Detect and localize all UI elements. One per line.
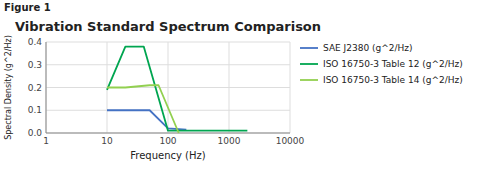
x-tick-label: 10000 [276, 136, 305, 146]
legend-entry: ISO 16750-3 Table 14 (g^2/Hz) [323, 75, 463, 85]
legend: SAE J2380 (g^2/Hz) ISO 16750-3 Table 12 (… [300, 43, 463, 85]
grid-line-x [46, 42, 47, 133]
y-tick-label: 0.0 [28, 128, 43, 138]
y-tick-label: 0.2 [28, 83, 42, 93]
y-axis [46, 42, 47, 133]
grid-line-y [46, 42, 290, 43]
legend-swatch [300, 63, 318, 65]
grid [46, 42, 290, 133]
grid-line-y [46, 133, 290, 134]
grid-line-y [46, 64, 290, 65]
series-line [107, 47, 247, 131]
x-tick-label: 100 [159, 136, 176, 146]
y-tick-label: 0.1 [28, 105, 42, 115]
grid-line-y [46, 87, 290, 88]
legend-entry: SAE J2380 (g^2/Hz) [323, 43, 413, 53]
x-tick-label: 10 [101, 136, 113, 146]
y-axis-label: Spectral Density (g^2/Hz) [4, 35, 13, 140]
legend-swatch [300, 47, 318, 49]
x-axis [46, 133, 290, 134]
x-tick-label: 1 [43, 136, 49, 146]
y-tick-label: 0.3 [28, 60, 42, 70]
lines [107, 47, 247, 133]
legend-entry: ISO 16750-3 Table 12 (g^2/Hz) [323, 59, 463, 69]
x-tick-label: 1000 [218, 136, 241, 146]
series-line [107, 85, 179, 133]
y-tick-label: 0.4 [28, 37, 43, 47]
figure-label: Figure 1 [4, 2, 51, 13]
series-line [107, 110, 186, 129]
chart: Figure 1 Vibration Standard Spectrum Comp… [0, 0, 480, 173]
legend-swatch [300, 79, 318, 81]
x-axis-label: Frequency (Hz) [130, 150, 206, 161]
title: Vibration Standard Spectrum Comparison [15, 19, 321, 34]
